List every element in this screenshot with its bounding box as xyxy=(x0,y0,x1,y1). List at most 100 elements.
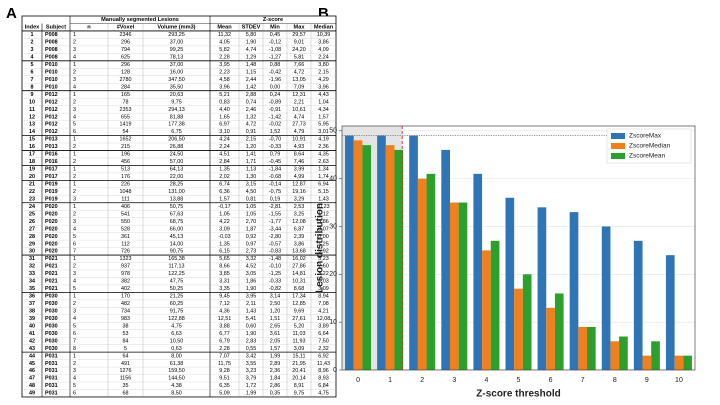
table-cell: 170 xyxy=(121,294,130,300)
table-cell: 3,09 xyxy=(219,226,230,232)
table-cell: 2,15 xyxy=(318,69,329,75)
table-cell: 4,21 xyxy=(318,308,329,314)
table-cell: 159,50 xyxy=(168,368,185,374)
table-cell: 0,88 xyxy=(270,62,281,68)
table-cell: 4,72 xyxy=(246,122,257,128)
table-cell: 3 xyxy=(31,47,34,53)
table-cell: 1,05 xyxy=(246,211,257,217)
y-tick-label: 50 xyxy=(329,128,337,135)
table-cell: 2,89 xyxy=(270,361,281,367)
table-cell: 3,95 xyxy=(246,294,257,300)
table-cell: 3,99 xyxy=(294,167,305,173)
table-cell: 2 xyxy=(73,144,76,150)
bar xyxy=(601,226,611,370)
table-cell: P030 xyxy=(45,294,58,300)
table-cell: 10,39 xyxy=(317,32,331,38)
table-cell: 144,50 xyxy=(168,376,185,382)
table-cell: 9,51 xyxy=(219,376,230,382)
table-cell: 10,91 xyxy=(292,137,306,143)
table-cell: 10 xyxy=(29,99,35,105)
table-cell: 45,13 xyxy=(170,234,184,240)
table-cell: 6,15 xyxy=(219,249,230,255)
table-cell: 1,35 xyxy=(219,241,230,247)
table-cell: 117,13 xyxy=(168,264,184,270)
table-cell: -0,45 xyxy=(269,159,281,165)
table-cell: 9,75 xyxy=(171,99,182,105)
table-cell: 284 xyxy=(121,84,130,90)
table-cell: 3,15 xyxy=(246,181,257,187)
table-cell: 3,32 xyxy=(246,256,257,262)
table-cell: 2,73 xyxy=(246,249,257,255)
table-cell: 19 xyxy=(29,167,35,173)
table-cell: 0,00 xyxy=(318,234,329,240)
table-cell: 3,89 xyxy=(318,323,329,329)
table-cell: 1,34 xyxy=(318,167,329,173)
column-header: Subject xyxy=(46,25,66,31)
table-cell: 50,75 xyxy=(170,204,184,210)
table-cell: 78 xyxy=(123,99,129,105)
table-cell: 3,86 xyxy=(318,40,329,46)
table-cell: 0,63 xyxy=(171,346,182,352)
table-cell: 47,75 xyxy=(170,279,184,285)
table-cell: 78,13 xyxy=(170,55,184,61)
table-cell: P020 xyxy=(45,211,58,217)
table-cell: 6,94 xyxy=(318,181,329,187)
legend-label: ZscoreMax xyxy=(629,133,662,140)
table-cell: 29,57 xyxy=(292,32,306,38)
table-cell: 23 xyxy=(29,196,35,202)
table-cell: 54 xyxy=(123,129,129,135)
table-cell: 456 xyxy=(121,159,130,165)
table-cell: 7,08 xyxy=(318,301,329,307)
bar xyxy=(514,288,523,370)
table-cell: 4,58 xyxy=(219,77,230,83)
table-cell: 5,15 xyxy=(318,189,329,195)
table-cell: 48 xyxy=(29,383,35,389)
table-cell: 46 xyxy=(29,368,35,374)
table-cell: P030 xyxy=(45,346,58,352)
column-header: Mean xyxy=(217,25,232,31)
table-cell: 4 xyxy=(73,316,76,322)
table-cell: P017 xyxy=(45,167,58,173)
table-cell: 68,75 xyxy=(170,219,184,225)
table-cell: 1,86 xyxy=(246,279,257,285)
table-cell: P019 xyxy=(45,181,58,187)
bar xyxy=(417,178,427,370)
table-cell: 16 xyxy=(29,144,35,150)
table-cell: 131,00 xyxy=(168,189,185,195)
table-cell: 1,87 xyxy=(246,226,257,232)
table-cell: 5,95 xyxy=(318,122,329,128)
table-cell: 6 xyxy=(73,331,76,337)
table-cell: -2,81 xyxy=(269,204,281,210)
table-cell: 2 xyxy=(73,361,76,367)
table-cell: 42 xyxy=(29,338,35,344)
table-cell: 9,45 xyxy=(219,294,230,300)
table-cell: -1,55 xyxy=(269,211,281,217)
table-cell: P013 xyxy=(45,137,58,143)
bar xyxy=(505,197,515,370)
table-cell: 1,84 xyxy=(270,376,281,382)
table-cell: 4,79 xyxy=(294,129,305,135)
table-cell: 26,88 xyxy=(170,144,184,150)
table-cell: 4 xyxy=(73,84,76,90)
table-cell: 4,52 xyxy=(246,264,257,270)
table-cell: 99,25 xyxy=(170,47,184,53)
table-cell: 1 xyxy=(73,353,76,359)
group-header: Manually segmented Lesions xyxy=(101,17,179,23)
table-cell: P020 xyxy=(45,226,58,232)
table-cell: 2,44 xyxy=(246,77,257,83)
bar xyxy=(394,149,404,370)
table-cell: 1,90 xyxy=(246,286,257,292)
table-cell: 6 xyxy=(73,241,76,247)
table-cell: 27 xyxy=(29,226,35,232)
table-cell: P030 xyxy=(45,323,58,329)
table-cell: 6,63 xyxy=(171,331,182,337)
table-cell: 12,08 xyxy=(317,316,331,322)
table-cell: 6,79 xyxy=(219,338,230,344)
table-cell: 35 xyxy=(29,286,35,292)
table-cell: 2,53 xyxy=(294,204,305,210)
x-tick-label: 8 xyxy=(613,377,617,384)
table-cell: 1 xyxy=(73,62,76,68)
table-cell: 28 xyxy=(29,234,35,240)
table-cell: 1,35 xyxy=(219,167,230,173)
